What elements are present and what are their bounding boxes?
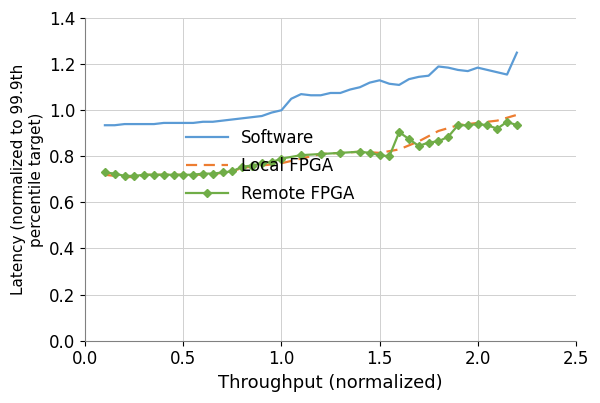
X-axis label: Throughput (normalized): Throughput (normalized) [218,374,443,392]
Legend: Software, Local FPGA, Remote FPGA: Software, Local FPGA, Remote FPGA [179,123,361,210]
Y-axis label: Latency (normalized to 99.9th
percentile target): Latency (normalized to 99.9th percentile… [11,64,44,295]
